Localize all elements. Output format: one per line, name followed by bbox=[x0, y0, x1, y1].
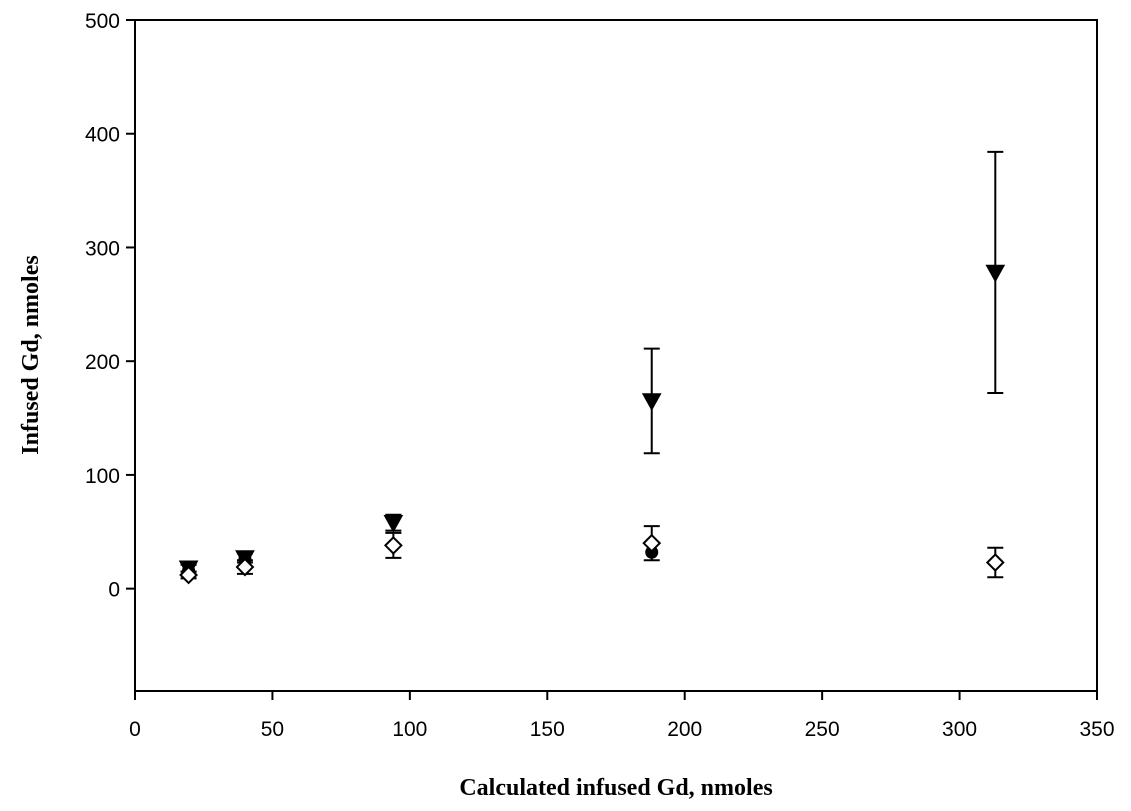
data-point-diamond bbox=[985, 553, 1005, 572]
x-tick-label: 300 bbox=[942, 718, 977, 741]
x-tick-label: 0 bbox=[129, 718, 141, 741]
data-point-diamond bbox=[235, 557, 255, 577]
data-point-triangle bbox=[383, 514, 404, 533]
y-tick-label: 0 bbox=[108, 579, 120, 602]
data-point-triangle bbox=[641, 393, 662, 412]
y-tick-label: 300 bbox=[85, 237, 120, 260]
x-tick-label: 200 bbox=[667, 718, 702, 741]
y-tick-label: 500 bbox=[85, 10, 120, 33]
data-point-triangle bbox=[985, 264, 1006, 283]
y-tick-label: 200 bbox=[85, 351, 120, 374]
x-axis-title: Calculated infused Gd, nmoles bbox=[459, 775, 772, 801]
x-tick-label: 250 bbox=[805, 718, 840, 741]
x-tick-label: 50 bbox=[261, 718, 284, 741]
data-point-diamond bbox=[179, 565, 199, 585]
y-tick-label: 400 bbox=[85, 124, 120, 147]
x-tick-label: 100 bbox=[392, 718, 427, 741]
x-tick-label: 350 bbox=[1079, 718, 1114, 741]
y-axis-title: Infused Gd, nmoles bbox=[18, 255, 44, 454]
x-tick-label: 150 bbox=[530, 718, 565, 741]
plot-frame bbox=[134, 19, 1098, 692]
data-point-diamond bbox=[642, 533, 662, 553]
data-marks bbox=[178, 150, 1006, 585]
axes: 0 50 100 150 200 250 300 350 0 100 200 300 400 500 bbox=[85, 10, 1115, 741]
y-tick-label: 100 bbox=[85, 465, 120, 488]
data-point-diamond bbox=[383, 536, 403, 555]
